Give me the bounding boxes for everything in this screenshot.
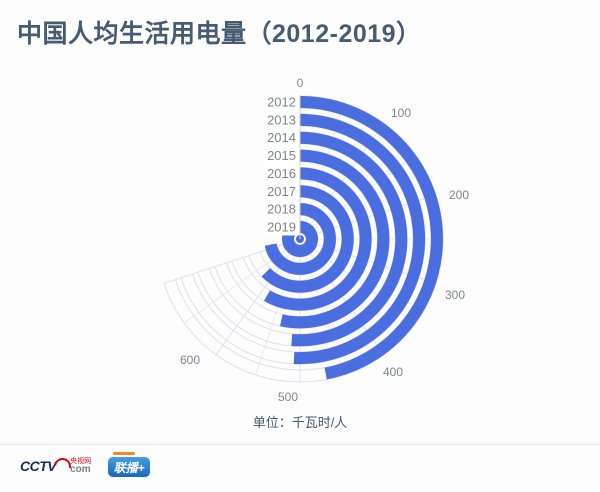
data-arc-2016 xyxy=(263,167,372,311)
radial-tick-label-2017: 2017 xyxy=(267,184,296,199)
cctv-com-label: com xyxy=(70,463,91,475)
lianbo-orange-mark xyxy=(113,452,136,455)
angle-tick-label-0: 0 xyxy=(297,76,304,90)
grid-circle xyxy=(191,125,414,353)
angle-tick-label-400: 400 xyxy=(383,365,403,379)
lianbo-badge: 联播+ xyxy=(107,456,152,478)
radial-tick-label-2015: 2015 xyxy=(267,148,296,163)
year-label-bg xyxy=(263,200,298,218)
data-arc-2019 xyxy=(282,221,318,257)
data-arc-2017 xyxy=(261,185,354,293)
year-label-bg xyxy=(263,147,298,165)
page-title: 中国人均生活用电量（2012-2019） xyxy=(17,20,422,48)
footer-divider xyxy=(0,444,600,445)
grid-circle xyxy=(259,196,343,282)
cctv-site-label: 央视网 xyxy=(70,457,92,465)
year-label-bg xyxy=(263,129,298,147)
cctv-wordmark: CCTV xyxy=(20,458,57,474)
year-label-bg xyxy=(263,218,298,236)
cctv-sub-text: 央视网 com xyxy=(70,458,91,475)
radial-tick-label-2013: 2013 xyxy=(267,112,296,127)
lianbo-plus-logo: 联播+ xyxy=(107,452,152,479)
grid-circle xyxy=(276,214,325,264)
grid-circle xyxy=(242,178,361,300)
data-arc-2013 xyxy=(293,113,426,365)
year-label-bg xyxy=(263,164,298,182)
angle-tick-label-600: 600 xyxy=(180,353,200,367)
grid-circle xyxy=(208,143,396,335)
data-arc-2015 xyxy=(279,149,390,329)
year-label-bg xyxy=(263,111,298,129)
footer: CCTV 央视网 com 联播+ xyxy=(20,451,152,481)
unit-label: 单位：千瓦时/人 xyxy=(252,415,348,430)
cctv-com-logo: CCTV 央视网 com xyxy=(20,454,91,478)
grid-circle xyxy=(163,95,444,383)
data-arc-2014 xyxy=(291,131,408,347)
data-arc-2012 xyxy=(299,96,443,380)
radial-tick-label-2014: 2014 xyxy=(267,130,296,145)
data-arc-2018 xyxy=(264,203,336,275)
year-label-bg xyxy=(263,93,298,111)
angle-tick-label-500: 500 xyxy=(278,390,298,404)
angle-tick-label-300: 300 xyxy=(445,288,465,302)
grid-circle xyxy=(293,232,307,246)
angle-tick-label-200: 200 xyxy=(449,188,469,202)
grid-circle xyxy=(225,161,378,317)
angle-tick-label-100: 100 xyxy=(391,106,411,120)
radial-tick-label-2016: 2016 xyxy=(267,166,296,181)
grid-circle xyxy=(174,107,432,371)
year-label-bg xyxy=(263,182,298,200)
radial-tick-label-2012: 2012 xyxy=(267,95,296,110)
radial-tick-label-2018: 2018 xyxy=(267,202,296,217)
radial-tick-label-2019: 2019 xyxy=(267,220,296,235)
